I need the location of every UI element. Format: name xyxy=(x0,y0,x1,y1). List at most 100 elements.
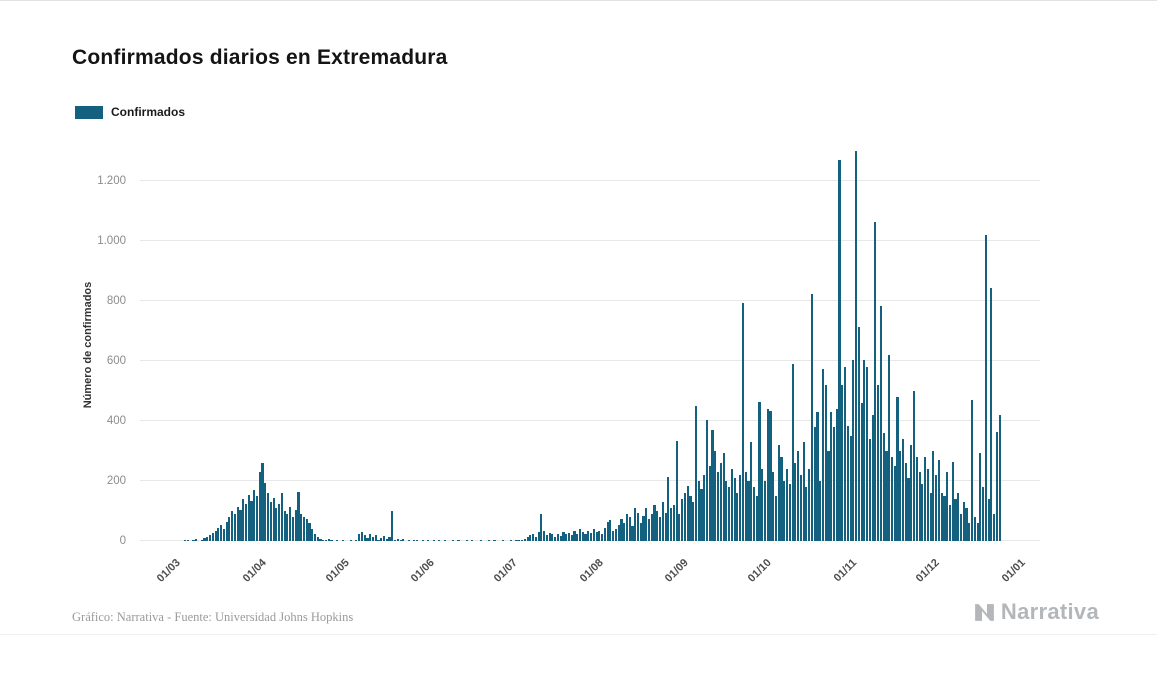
bar[interactable] xyxy=(363,535,366,541)
bar[interactable] xyxy=(788,484,791,541)
bar[interactable] xyxy=(907,478,910,541)
bar[interactable] xyxy=(261,463,264,541)
bar[interactable] xyxy=(835,409,838,541)
bar[interactable] xyxy=(755,496,758,541)
bar[interactable] xyxy=(929,493,932,541)
bar[interactable] xyxy=(805,487,808,541)
bar[interactable] xyxy=(888,355,891,541)
bar[interactable] xyxy=(269,502,272,541)
bar[interactable] xyxy=(722,452,725,541)
bar[interactable] xyxy=(388,537,391,541)
bar[interactable] xyxy=(959,514,963,541)
bar[interactable] xyxy=(993,514,996,541)
bar[interactable] xyxy=(203,538,206,541)
bar[interactable] xyxy=(935,475,938,541)
bar[interactable] xyxy=(719,463,722,541)
bar[interactable] xyxy=(780,457,783,541)
bar[interactable] xyxy=(752,487,756,541)
bar[interactable] xyxy=(948,505,952,541)
bar[interactable] xyxy=(374,535,377,541)
bar[interactable] xyxy=(926,469,929,541)
bar[interactable] xyxy=(954,499,957,541)
bar[interactable] xyxy=(874,221,877,541)
bar[interactable] xyxy=(868,439,871,541)
bar[interactable] xyxy=(545,535,548,541)
bar[interactable] xyxy=(910,445,913,541)
bar[interactable] xyxy=(921,484,924,541)
bar[interactable] xyxy=(300,514,303,541)
bar[interactable] xyxy=(708,466,711,541)
bar[interactable] xyxy=(559,535,562,541)
bar[interactable] xyxy=(761,469,764,541)
bar[interactable] xyxy=(642,515,645,541)
bar[interactable] xyxy=(683,493,686,541)
bar[interactable] xyxy=(998,415,1001,541)
bar[interactable] xyxy=(222,529,225,541)
bar[interactable] xyxy=(750,442,753,541)
bar[interactable] xyxy=(813,427,816,541)
bar[interactable] xyxy=(518,540,521,541)
bar[interactable] xyxy=(714,451,717,541)
bar[interactable] xyxy=(965,508,968,541)
bar[interactable] xyxy=(313,533,317,541)
bar[interactable] xyxy=(396,538,399,541)
bar[interactable] xyxy=(551,534,554,541)
bar[interactable] xyxy=(769,410,772,541)
bar[interactable] xyxy=(957,493,960,541)
bar[interactable] xyxy=(385,538,388,541)
bar[interactable] xyxy=(774,496,778,541)
bar[interactable] xyxy=(228,517,231,541)
bar[interactable] xyxy=(758,401,761,541)
bar[interactable] xyxy=(871,415,874,541)
bar[interactable] xyxy=(794,463,797,541)
bar[interactable] xyxy=(692,502,695,541)
bar[interactable] xyxy=(264,482,267,541)
bar[interactable] xyxy=(258,472,261,541)
bar[interactable] xyxy=(612,530,615,541)
bar[interactable] xyxy=(763,481,767,541)
bar[interactable] xyxy=(741,302,744,541)
bar[interactable] xyxy=(211,532,214,541)
bar[interactable] xyxy=(402,539,405,541)
bar[interactable] xyxy=(319,538,322,541)
bar[interactable] xyxy=(302,517,306,541)
bar[interactable] xyxy=(358,533,361,541)
bar[interactable] xyxy=(777,445,780,541)
bar[interactable] xyxy=(990,287,993,541)
bar[interactable] xyxy=(634,508,637,541)
bar[interactable] xyxy=(377,539,380,541)
bar[interactable] xyxy=(609,520,612,541)
bar[interactable] xyxy=(554,536,557,541)
bar[interactable] xyxy=(432,540,435,541)
bar[interactable] xyxy=(932,451,935,541)
bar[interactable] xyxy=(247,494,250,541)
bar[interactable] xyxy=(278,503,281,541)
bar[interactable] xyxy=(294,509,297,541)
bar[interactable] xyxy=(438,540,441,541)
bar[interactable] xyxy=(675,440,678,541)
bar[interactable] xyxy=(427,540,430,541)
bar[interactable] xyxy=(501,540,504,541)
bar[interactable] xyxy=(901,439,905,541)
bar[interactable] xyxy=(242,499,245,541)
bar[interactable] xyxy=(280,493,283,541)
bar[interactable] xyxy=(253,490,256,541)
bar[interactable] xyxy=(879,305,883,541)
bar[interactable] xyxy=(192,540,195,541)
bar[interactable] xyxy=(255,496,259,541)
bar[interactable] xyxy=(940,493,943,541)
bar[interactable] xyxy=(451,540,455,541)
bar[interactable] xyxy=(943,496,946,541)
bar[interactable] xyxy=(548,532,551,541)
bar[interactable] xyxy=(529,535,532,541)
bar[interactable] xyxy=(711,430,714,541)
bar[interactable] xyxy=(802,442,805,541)
bar[interactable] xyxy=(995,431,998,541)
bar[interactable] xyxy=(810,293,813,541)
bar[interactable] xyxy=(393,539,397,541)
bar[interactable] xyxy=(526,537,529,541)
bar[interactable] xyxy=(184,540,187,541)
bar[interactable] xyxy=(766,409,769,541)
bar[interactable] xyxy=(305,518,308,541)
bar[interactable] xyxy=(716,472,720,541)
